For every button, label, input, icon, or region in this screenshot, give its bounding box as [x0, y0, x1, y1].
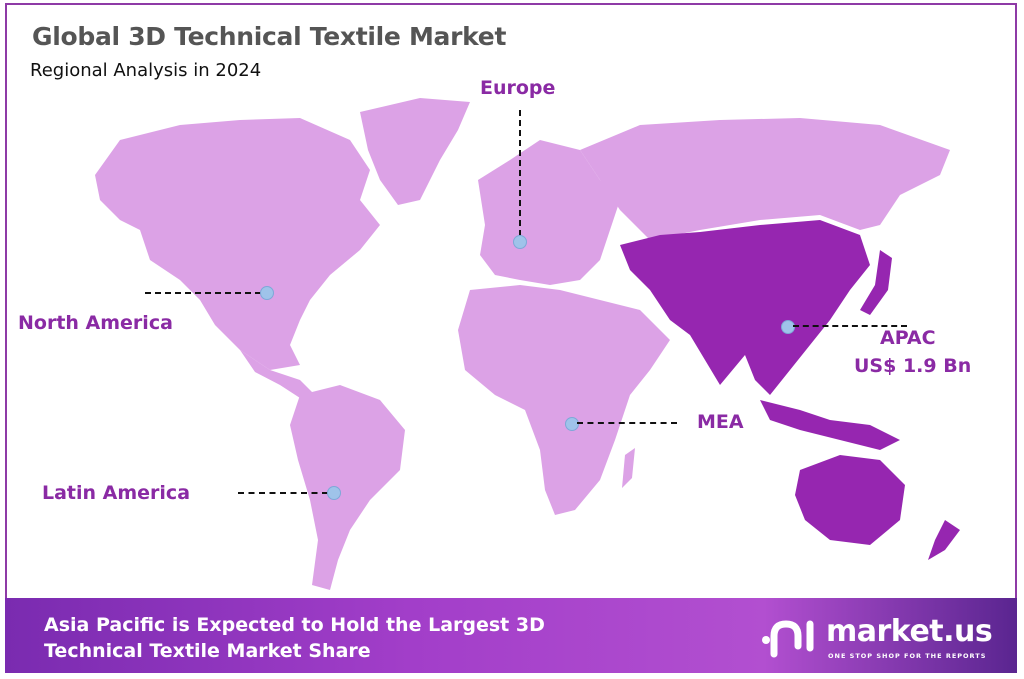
marker-apac	[781, 320, 795, 334]
market-us-logo-icon	[762, 620, 814, 658]
marker-europe	[513, 235, 527, 249]
brand-logo: market.us ONE STOP SHOP FOR THE REPORTS	[760, 614, 993, 666]
logo-wordmark: market.us	[826, 614, 993, 649]
footer-line-2: Technical Textile Market Share	[44, 640, 371, 662]
footer-banner	[5, 598, 1017, 673]
leader-europe	[519, 110, 521, 236]
footer-text: Asia Pacific is Expected to Hold the Lar…	[44, 612, 545, 664]
region-japan	[860, 250, 892, 315]
leader-north-america	[145, 292, 261, 294]
region-mea	[458, 285, 670, 515]
region-madagascar	[622, 448, 635, 488]
footer-line-1: Asia Pacific is Expected to Hold the Lar…	[44, 614, 545, 636]
region-central-america	[240, 350, 315, 398]
region-europe	[478, 140, 620, 285]
label-europe: Europe	[480, 77, 556, 99]
region-new-zealand	[928, 520, 960, 560]
page-subtitle: Regional Analysis in 2024	[30, 60, 262, 81]
label-latin-america: Latin America	[42, 482, 191, 504]
label-mea: MEA	[697, 411, 744, 433]
region-greenland	[360, 98, 470, 205]
page-title: Global 3D Technical Textile Market	[32, 22, 507, 51]
leader-mea	[577, 422, 677, 424]
label-apac-value: US$ 1.9 Bn	[854, 355, 972, 377]
region-sea-islands	[760, 400, 900, 450]
region-north-america	[95, 118, 380, 370]
region-apac	[620, 220, 870, 395]
leader-apac	[793, 325, 907, 327]
leader-latin-america	[238, 492, 328, 494]
marker-latin-america	[327, 486, 341, 500]
label-north-america: North America	[18, 312, 173, 334]
region-latin-america	[290, 385, 405, 590]
region-north-asia	[580, 118, 950, 240]
region-australia	[795, 455, 905, 545]
label-apac: APAC	[880, 327, 936, 349]
logo-tagline: ONE STOP SHOP FOR THE REPORTS	[828, 652, 987, 660]
marker-mea	[565, 417, 579, 431]
marker-north-america	[260, 286, 274, 300]
